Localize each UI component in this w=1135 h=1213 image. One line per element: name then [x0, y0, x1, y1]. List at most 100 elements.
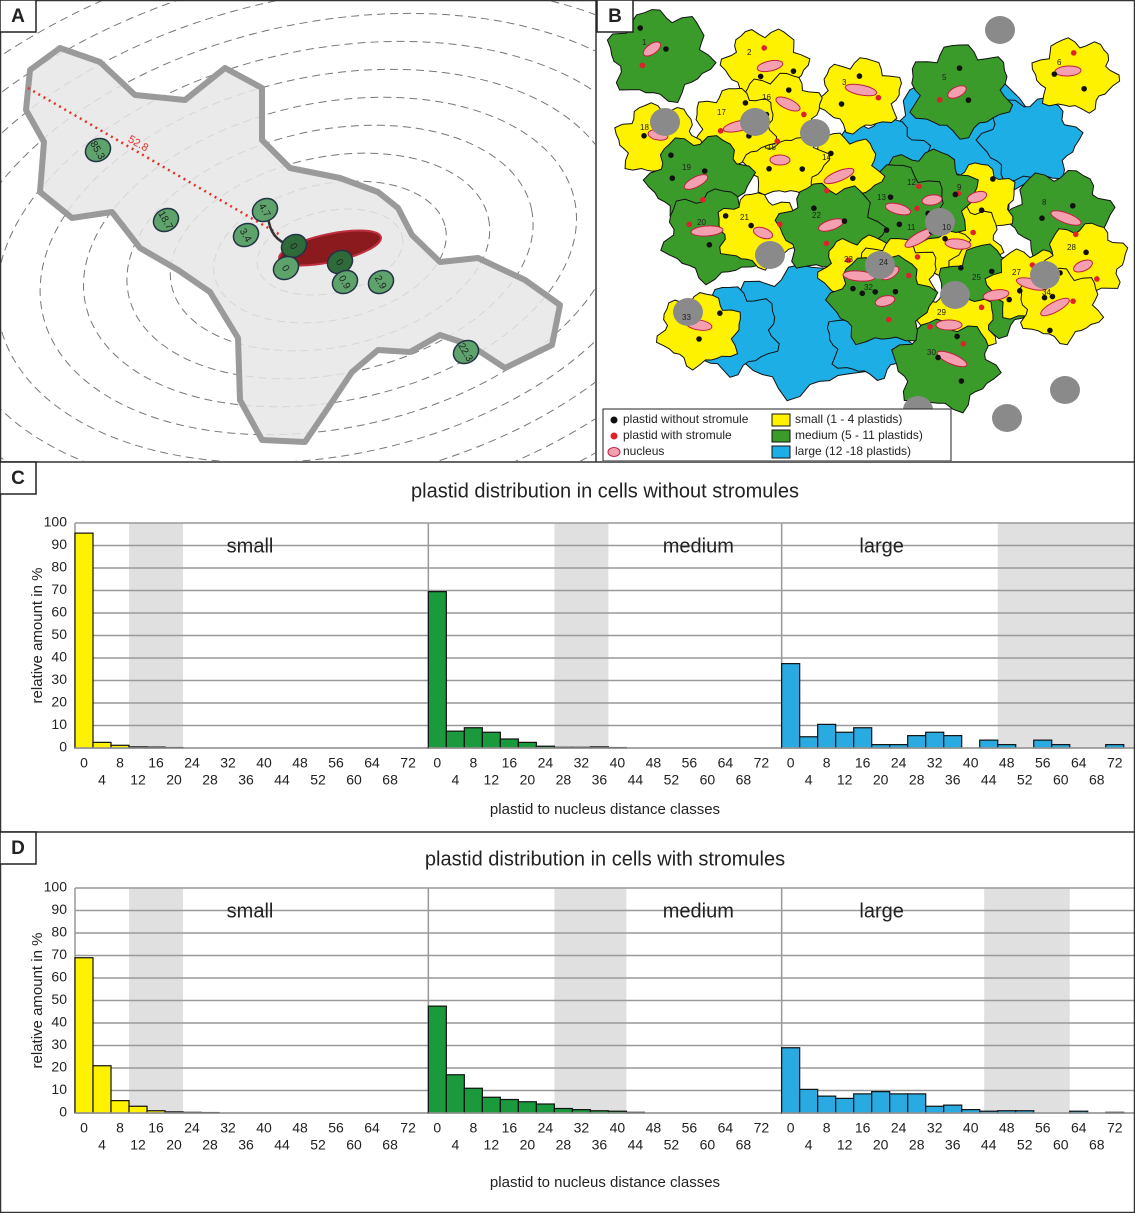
x-tick-label: 52	[1017, 1137, 1033, 1153]
x-tick-label: 72	[400, 1120, 416, 1136]
x-tick-label: 20	[873, 1137, 889, 1153]
x-tick-label: 0	[80, 1120, 88, 1136]
x-tick-label: 48	[292, 755, 308, 771]
plastid	[641, 133, 647, 139]
x-tick-label: 12	[837, 1137, 853, 1153]
cell-label: 9	[957, 183, 962, 192]
cell-label: 17	[717, 108, 726, 117]
plastid-stromule	[824, 241, 830, 247]
legend-label: plastid with stromule	[623, 428, 732, 442]
plastid-stromule	[801, 112, 807, 118]
x-tick-label: 48	[292, 1120, 308, 1136]
x-tick-label: 8	[823, 1120, 831, 1136]
plastid	[966, 97, 972, 103]
row-title: plastid distribution in cells with strom…	[425, 848, 785, 870]
x-tick-label: 36	[238, 1137, 254, 1153]
plastid	[935, 355, 941, 361]
x-tick-label: 60	[700, 772, 716, 788]
y-tick-label: 0	[59, 739, 67, 755]
y-tick-label: 100	[44, 514, 68, 530]
bar	[518, 1102, 536, 1113]
x-tick-label: 16	[855, 755, 871, 771]
x-tick-label: 36	[592, 1137, 608, 1153]
plastid-stromule	[937, 97, 943, 103]
plastid	[958, 265, 964, 271]
x-tick-label: 48	[646, 1120, 662, 1136]
cell-label: 16	[762, 93, 771, 102]
y-tick-label: 70	[51, 946, 67, 962]
y-tick-label: 50	[51, 626, 67, 642]
y-tick-label: 80	[51, 559, 67, 575]
y-tick-label: 30	[51, 1036, 67, 1052]
bar	[446, 731, 464, 748]
plastid	[637, 25, 643, 31]
cell-label: 15	[767, 143, 776, 152]
legend-marker	[608, 448, 620, 457]
x-tick-label: 36	[945, 772, 961, 788]
plastid	[748, 223, 754, 229]
plastid-stromule	[1094, 276, 1100, 282]
cell-label: 18	[640, 123, 649, 132]
bar	[75, 533, 93, 748]
plastid	[1083, 250, 1089, 256]
x-tick-label: 32	[220, 755, 236, 771]
plastid	[839, 101, 845, 107]
x-tick-label: 44	[981, 1137, 997, 1153]
x-tick-label: 48	[999, 755, 1015, 771]
x-tick-label: 36	[592, 772, 608, 788]
x-tick-label: 8	[469, 1120, 477, 1136]
bar	[464, 1088, 482, 1113]
plastid-stromule	[1073, 232, 1079, 238]
bar	[75, 958, 93, 1113]
x-tick-label: 40	[963, 755, 979, 771]
plastid-stromule	[777, 221, 783, 227]
x-tick-label: 8	[116, 755, 124, 771]
bar	[800, 1089, 818, 1113]
plastid-stromule	[824, 188, 830, 194]
x-tick-label: 20	[166, 1137, 182, 1153]
x-tick-label: 36	[238, 772, 254, 788]
cell-label: 5	[942, 73, 947, 82]
row-title: plastid distribution in cells without st…	[411, 480, 799, 502]
y-axis-label: relative amount in %	[29, 933, 46, 1069]
subplot-title: medium	[663, 535, 734, 557]
y-tick-label: 0	[59, 1104, 67, 1120]
x-tick-label: 16	[148, 755, 164, 771]
x-tick-label: 20	[520, 772, 536, 788]
bar	[926, 732, 944, 748]
plastid	[857, 73, 863, 79]
gray-object	[755, 241, 785, 269]
x-tick-label: 20	[520, 1137, 536, 1153]
x-tick-label: 0	[433, 755, 441, 771]
plastid	[696, 336, 702, 342]
cell-label: 28	[1067, 243, 1076, 252]
plastid	[942, 236, 948, 242]
plastid	[850, 286, 856, 292]
x-tick-label: 60	[700, 1137, 716, 1153]
plastid	[884, 227, 890, 233]
legend-label: medium (5 - 11 plastids)	[795, 428, 923, 442]
bar	[446, 1075, 464, 1113]
y-tick-label: 30	[51, 671, 67, 687]
bar	[908, 1094, 926, 1113]
plastid-stromule	[961, 341, 967, 347]
x-tick-label: 64	[1071, 1120, 1087, 1136]
x-tick-label: 24	[538, 1120, 554, 1136]
bar	[782, 1048, 800, 1113]
x-tick-label: 4	[98, 772, 106, 788]
cell-label: 22	[812, 211, 821, 220]
cell-label: 21	[740, 213, 749, 222]
legend-label: small (1 - 4 plastids)	[795, 412, 902, 426]
panel-letter: B	[608, 6, 622, 27]
y-tick-label: 20	[51, 1059, 67, 1075]
bar	[854, 1094, 872, 1113]
x-tick-label: 28	[556, 772, 572, 788]
bar	[926, 1106, 944, 1113]
x-tick-label: 68	[382, 772, 398, 788]
x-tick-label: 36	[945, 1137, 961, 1153]
x-tick-label: 32	[574, 1120, 590, 1136]
bar	[93, 742, 111, 748]
plastid	[850, 176, 856, 182]
x-tick-label: 32	[927, 1120, 943, 1136]
x-tick-label: 52	[310, 1137, 326, 1153]
